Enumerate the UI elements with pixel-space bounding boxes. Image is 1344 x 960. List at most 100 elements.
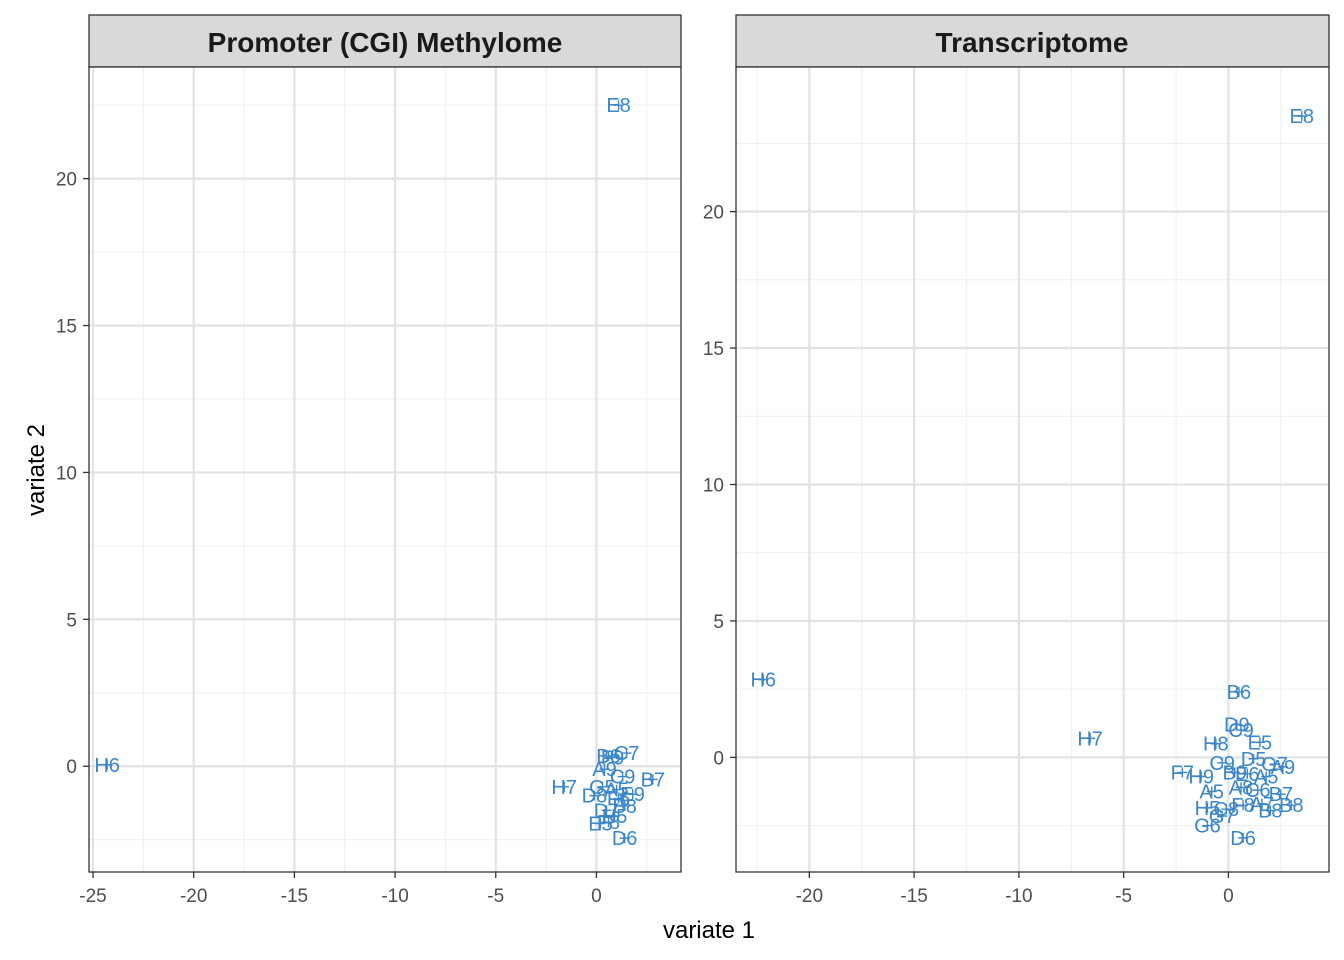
y-tick-label: 15 [703,339,724,360]
point-label: B6 [1227,682,1251,704]
x-tick-label: -5 [487,886,504,907]
point-label: F8 [1231,795,1254,817]
point-label: A5 [604,780,628,802]
point-marker [613,100,624,111]
x-tick-label: -20 [796,886,823,907]
point-label: B8 [612,796,636,818]
point-marker [647,774,658,785]
point-marker [1217,757,1228,768]
y-tick-label: 10 [56,463,77,484]
point-marker [1269,759,1280,770]
point-marker [1233,686,1244,697]
panel-title: Transcriptome [936,27,1129,58]
point-label: A5 [1254,766,1278,788]
point-label: A9 [592,759,616,781]
plot-border [735,66,1330,873]
point-marker [619,833,630,844]
point-marker [102,759,113,770]
point-marker [1202,802,1213,813]
point-marker [1277,761,1288,772]
point-marker [595,818,606,829]
point-label: H9 [1188,766,1214,788]
point-label: E8 [606,95,630,117]
y-tick-label: 5 [713,612,724,633]
point-label: H5 [1195,798,1221,820]
point-marker [758,674,769,685]
point-marker [1231,719,1242,730]
point-label: A8 [1229,777,1253,799]
point-marker [1217,811,1228,822]
panel-title: Promoter (CGI) Methylome [208,27,563,58]
point-marker [589,790,600,801]
point-label: G6 [1194,816,1221,838]
point-label: F9 [601,747,624,769]
point-marker [1254,737,1265,748]
point-marker [1252,785,1263,796]
x-axis-title: variate 1 [663,917,755,944]
point-marker [1265,805,1276,816]
x-tick-label: -15 [900,886,927,907]
point-marker [1238,832,1249,843]
point-label: H7 [551,777,577,799]
point-label: H6 [750,670,776,692]
point-marker [599,764,610,775]
point-label: B8 [1258,801,1282,823]
point-marker [1196,771,1207,782]
y-tick-label: 15 [56,317,77,338]
point-label: B9 [1222,762,1246,784]
point-marker [597,781,608,792]
point-label: C6 [1245,780,1271,802]
y-tick-label: 20 [703,203,724,224]
plot-border [88,66,682,873]
point-label: C9 [610,767,636,789]
point-marker [1235,725,1246,736]
point-marker [617,771,628,782]
point-marker [1261,771,1272,782]
point-label: D5 [1241,749,1267,771]
point-marker [1085,733,1096,744]
axes: -25 -20 -15 -10 -5 0 0 5 10 15 20 [56,170,602,907]
point-marker [1210,738,1221,749]
point-marker [619,800,630,811]
point-marker [1248,753,1259,764]
y-tick-label: 0 [713,748,724,769]
point-marker [601,805,612,816]
y-tick-label: 5 [66,610,77,631]
point-label: D9 [1224,715,1250,737]
point-marker [1256,798,1267,809]
point-label: D6 [1230,828,1256,850]
point-marker [559,781,570,792]
x-tick-label: -5 [1115,886,1132,907]
point-label: B7 [641,769,665,791]
plot-background [736,67,1329,872]
point-label: C9 [1228,720,1254,742]
point-label: H7 [1077,728,1103,750]
grid-lines [736,67,1329,872]
point-label: D6 [612,828,638,850]
grid-lines [89,67,681,872]
x-tick-label: -20 [180,886,207,907]
point-label: G7 [1209,806,1236,828]
point-label: B7 [1269,784,1293,806]
point-marker [621,748,632,759]
point-label: E6 [1235,764,1259,786]
point-marker [1275,789,1286,800]
point-label: E5 [588,814,612,836]
point-label: E5 [1248,732,1272,754]
point-label: D8 [582,786,608,808]
point-marker [609,811,620,822]
x-tick-label: -10 [1005,886,1032,907]
point-label: E8 [1290,106,1314,128]
point-marker [1238,800,1249,811]
point-label: C9 [1209,753,1235,775]
point-label: F8 [597,812,620,834]
point-label: B8 [1279,795,1303,817]
x-tick-label: 0 [591,886,602,907]
point-label: C7 [614,743,640,765]
point-marker [1221,804,1232,815]
